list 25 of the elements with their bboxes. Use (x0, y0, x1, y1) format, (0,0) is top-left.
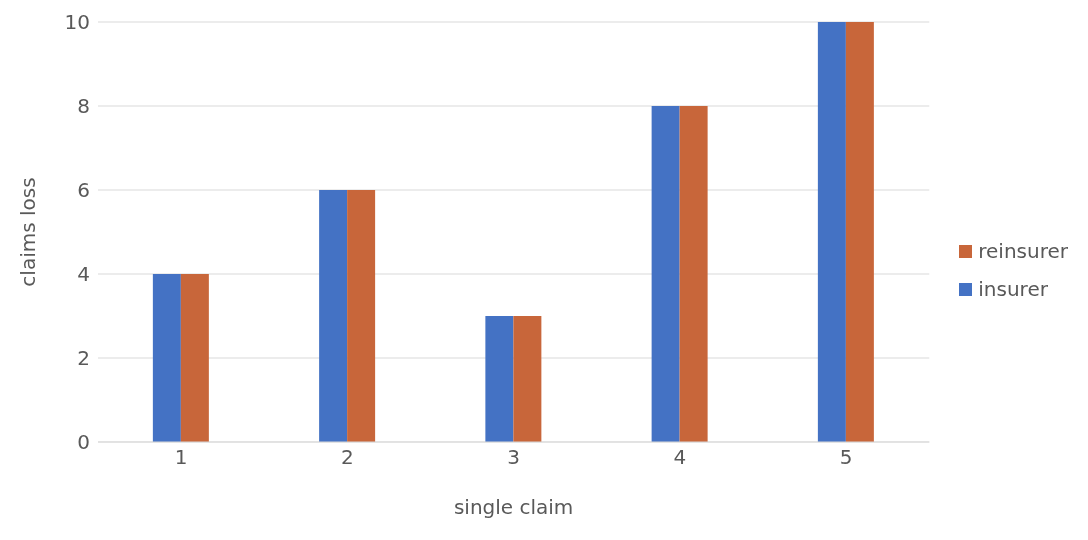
x-tick-label: 4 (673, 445, 687, 470)
legend-label: insurer (978, 277, 1048, 301)
bar (845, 22, 874, 442)
y-tick-label: 8 (77, 94, 90, 119)
y-tick-label: 4 (77, 262, 90, 287)
bar (485, 316, 514, 442)
x-axis-title: single claim (453, 495, 574, 519)
bar (679, 106, 708, 442)
bar (152, 274, 181, 442)
y-axis-title: claims loss (16, 177, 41, 287)
bar (513, 316, 542, 442)
legend-label: reinsurer (978, 239, 1068, 263)
x-tick-label: 5 (839, 445, 853, 470)
x-tick-label: 2 (341, 445, 354, 470)
bar (817, 22, 846, 442)
x-tick-label: 3 (507, 445, 520, 470)
y-tick-label: 0 (77, 430, 90, 455)
y-tick-label: 10 (64, 10, 90, 35)
bar (651, 106, 680, 442)
bar (180, 274, 209, 442)
y-tick-label: 2 (77, 346, 90, 371)
bar (319, 190, 348, 442)
bar (347, 190, 376, 442)
x-tick-label: 1 (174, 445, 188, 470)
y-tick-label: 6 (77, 178, 90, 203)
